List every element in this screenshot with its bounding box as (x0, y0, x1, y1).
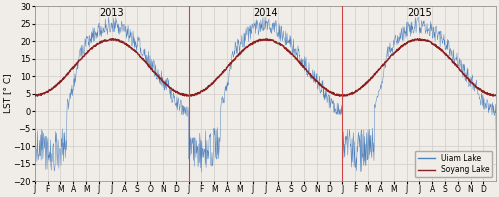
Text: 2014: 2014 (253, 8, 278, 18)
Text: 2013: 2013 (99, 8, 124, 18)
Legend: Uiam Lake, Soyang Lake: Uiam Lake, Soyang Lake (415, 151, 493, 177)
Y-axis label: LST [° C]: LST [° C] (3, 74, 12, 113)
Text: 2015: 2015 (407, 8, 432, 18)
